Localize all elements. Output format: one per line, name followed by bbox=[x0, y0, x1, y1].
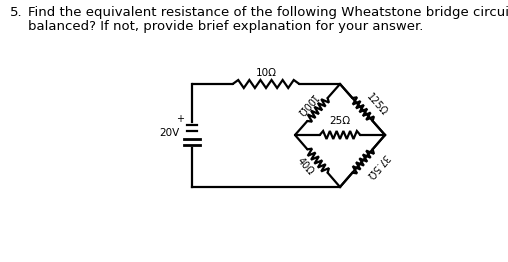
Text: 20V: 20V bbox=[159, 128, 179, 138]
Text: 10Ω: 10Ω bbox=[256, 68, 276, 78]
Text: Find the equivalent resistance of the following Wheatstone bridge circuit. Is th: Find the equivalent resistance of the fo… bbox=[28, 6, 508, 19]
Text: 125Ω: 125Ω bbox=[364, 91, 389, 118]
Text: 37.5Ω: 37.5Ω bbox=[364, 152, 391, 180]
Text: 40Ω: 40Ω bbox=[295, 155, 315, 177]
Text: 25Ω: 25Ω bbox=[329, 116, 351, 126]
Text: balanced? If not, provide brief explanation for your answer.: balanced? If not, provide brief explanat… bbox=[28, 20, 423, 33]
Text: 5.: 5. bbox=[10, 6, 23, 19]
Text: +: + bbox=[176, 114, 184, 124]
Text: 100Ω: 100Ω bbox=[293, 91, 318, 117]
